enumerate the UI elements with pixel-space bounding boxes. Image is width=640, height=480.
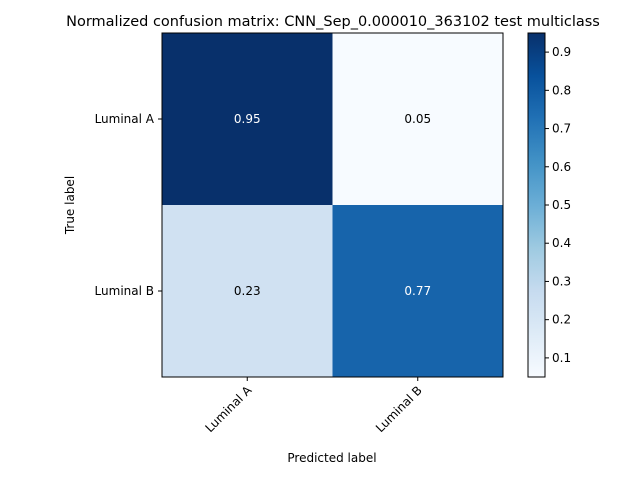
cell-value-r1-c0: 0.23 (234, 284, 261, 298)
colorbar-tick-label: 0.8 (552, 83, 571, 97)
colorbar-tick-label: 0.5 (552, 198, 571, 212)
cell-value-r0-c0: 0.95 (234, 112, 261, 126)
y-tick-label: Luminal B (95, 284, 154, 298)
colorbar-tick-label: 0.3 (552, 274, 571, 288)
x-tick-label: Luminal A (202, 383, 254, 435)
cell-value-r0-c1: 0.05 (404, 112, 431, 126)
colorbar-tick-label: 0.4 (552, 236, 571, 250)
heatmap-cell-r1-c0 (162, 205, 333, 377)
heatmap-cell-r1-c1 (332, 205, 503, 377)
colorbar-tick-label: 0.7 (552, 122, 571, 136)
heatmap-cell-r0-c1 (332, 33, 503, 205)
colorbar-tick-label: 0.9 (552, 45, 571, 59)
x-axis-ticks: Luminal A Luminal B (202, 377, 425, 435)
colorbar (527, 32, 546, 378)
x-axis-label: Predicted label (287, 451, 376, 465)
heatmap-cell-r0-c0 (162, 33, 333, 205)
y-axis-label: True label (63, 176, 77, 235)
y-tick-label: Luminal A (95, 112, 155, 126)
heatmap-cell-labels: 0.95 0.05 0.23 0.77 (234, 112, 431, 298)
colorbar-tick-label: 0.6 (552, 160, 571, 174)
cell-value-r1-c1: 0.77 (404, 284, 431, 298)
chart-title: Normalized confusion matrix: CNN_Sep_0.0… (66, 14, 600, 30)
colorbar-tick-label: 0.2 (552, 313, 571, 327)
heatmap-cells (162, 33, 503, 377)
x-tick-label: Luminal B (373, 383, 425, 435)
y-axis-ticks: Luminal A Luminal B (95, 112, 162, 298)
colorbar-ticks: 0.1 0.2 0.3 0.4 0.5 0.6 0.7 0.8 0.9 (545, 45, 571, 365)
plot-frame (161, 32, 504, 378)
colorbar-tick-label: 0.1 (552, 351, 571, 365)
